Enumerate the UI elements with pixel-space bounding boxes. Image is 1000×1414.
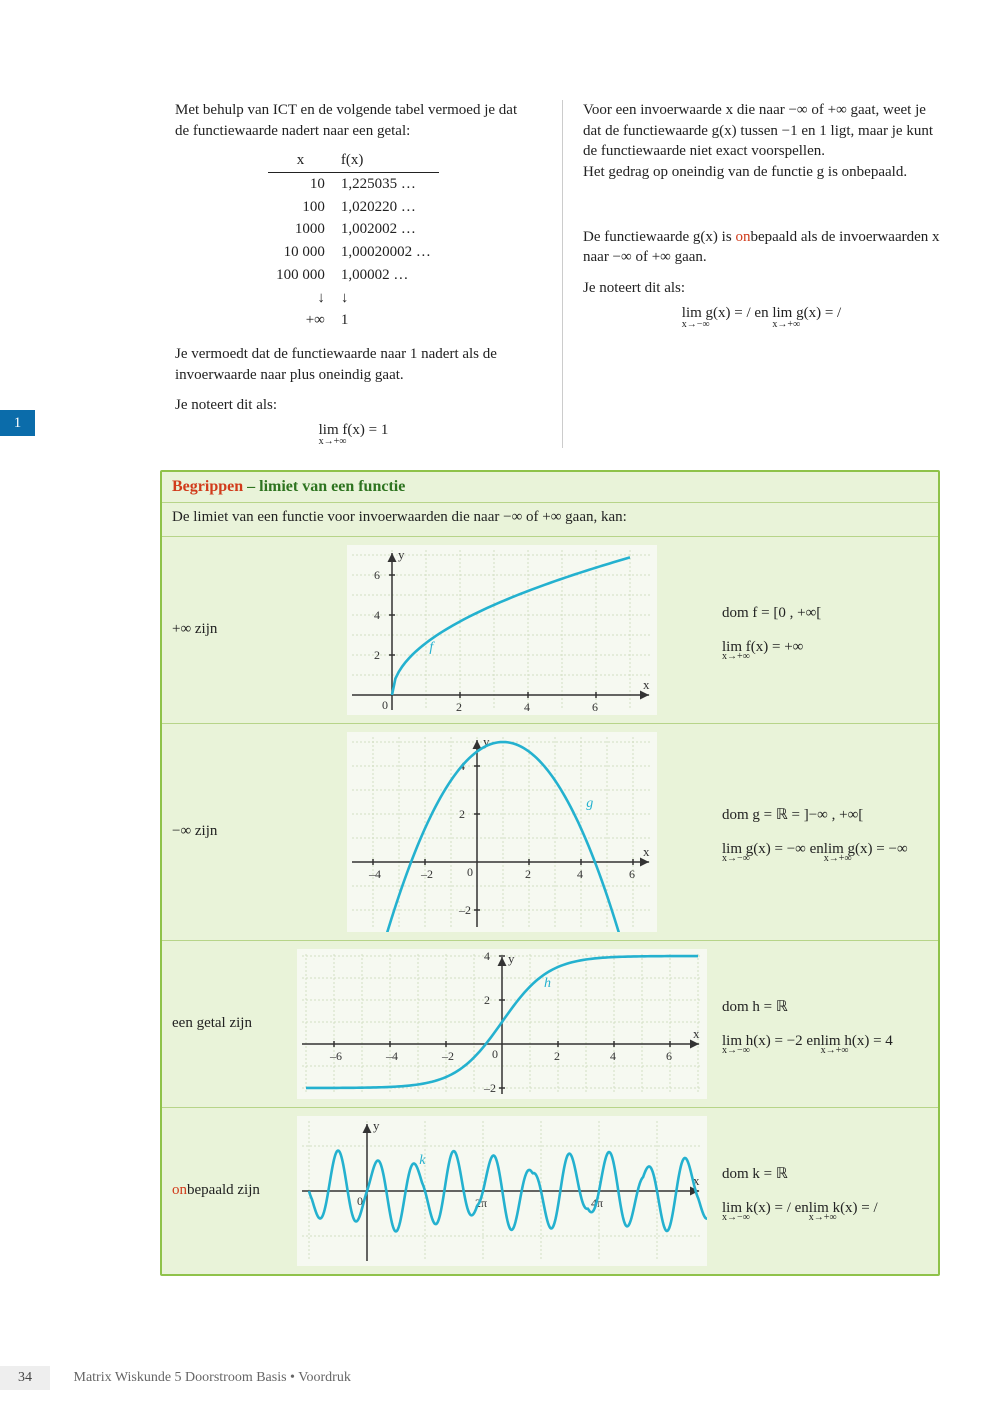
definition-box: Begrippen – limiet van een functie De li… (160, 470, 940, 1276)
svg-text:6: 6 (592, 700, 598, 714)
svg-text:x: x (643, 677, 650, 692)
svg-text:–2: –2 (483, 1081, 496, 1095)
table-row: ↓ (268, 287, 333, 310)
table-row: 1,020220 … (333, 196, 439, 219)
svg-text:–6: –6 (329, 1049, 342, 1063)
left-p1: Met behulp van ICT en de volgende tabel … (175, 100, 532, 141)
math-text: dom g = ℝ = ]−∞ , +∞[ (722, 798, 938, 832)
definition-sub: De limiet van een functie voor invoerwaa… (162, 503, 938, 537)
math-limit: limx→−∞ k(x) = / en limx→+∞ k(x) = / (722, 1191, 938, 1225)
left-p2: Je vermoedt dat de functiewaarde naar 1 … (175, 344, 532, 385)
svg-text:–2: –2 (420, 867, 433, 881)
page-number: 34 (0, 1366, 50, 1390)
svg-text:2: 2 (459, 807, 465, 821)
right-p2: Het gedrag op oneindig van de functie g … (583, 162, 940, 183)
right-formula: limx→−∞ g(x) = / en limx→+∞ g(x) = / (583, 303, 940, 331)
svg-text:–4: –4 (385, 1049, 398, 1063)
svg-text:6: 6 (374, 568, 380, 582)
svg-text:k: k (419, 1153, 426, 1168)
svg-text:–2: –2 (458, 903, 471, 917)
row-label: een getal zijn (162, 1015, 292, 1032)
svg-text:0: 0 (382, 698, 388, 712)
svg-text:h: h (544, 976, 551, 991)
svg-text:f: f (429, 640, 435, 655)
svg-text:4: 4 (577, 867, 583, 881)
table-row: 1,00002 … (333, 264, 439, 287)
definition-row: een getal zijn x y 0 –6 –4 –2 2 4 6 –2 2 4 h dom h =… (162, 941, 938, 1108)
svg-text:g: g (586, 796, 593, 811)
th-fx: f(x) (333, 149, 439, 172)
svg-text:0: 0 (492, 1047, 498, 1061)
math-limit: limx→−∞ h(x) = −2 en limx→+∞ h(x) = 4 (722, 1024, 938, 1058)
left-p3: Je noteert dit als: (175, 395, 532, 416)
top-columns: Met behulp van ICT en de volgende tabel … (60, 100, 940, 448)
row-label: −∞ zijn (162, 823, 292, 840)
row-label: +∞ zijn (162, 621, 292, 638)
right-p1: Voor een invoerwaarde x die naar −∞ of +… (583, 100, 940, 162)
definition-row: −∞ zijn xy0–4–2246–224g dom g = ℝ = ]−∞ … (162, 724, 938, 941)
mini-chart: xy02π4πk (297, 1116, 707, 1266)
svg-text:6: 6 (666, 1049, 672, 1063)
svg-text:4: 4 (610, 1049, 616, 1063)
mini-chart: xy0–4–2246–224g (347, 732, 657, 932)
page-footer: 34 Matrix Wiskunde 5 Doorstroom Basis • … (0, 1366, 1000, 1390)
right-p4: Je noteert dit als: (583, 278, 940, 299)
table-row: 1,002002 … (333, 218, 439, 241)
svg-text:4: 4 (374, 608, 380, 622)
svg-text:0: 0 (467, 865, 473, 879)
svg-text:–4: –4 (368, 867, 381, 881)
th-x: x (268, 149, 333, 172)
mini-chart: x y 0 –6 –4 –2 2 4 6 –2 2 4 h (297, 949, 707, 1099)
definition-row: +∞ zijn x y 0 2 4 6 2 4 6 f dom f = [0 , +∞[limx→… (162, 537, 938, 724)
chapter-tab: 1 (0, 410, 35, 436)
table-row: 1,225035 … (333, 173, 439, 196)
table-row: 1000 (268, 218, 333, 241)
value-table: x f(x) 101,225035 …1001,020220 …10001,00… (268, 149, 439, 332)
svg-text:6: 6 (629, 867, 635, 881)
table-row: ↓ (333, 287, 439, 310)
svg-text:2: 2 (484, 993, 490, 1007)
svg-text:y: y (373, 1118, 380, 1133)
right-p3: De functiewaarde g(x) is onbepaald als d… (583, 227, 940, 268)
table-row: +∞ (268, 309, 333, 332)
book-title: Matrix Wiskunde 5 Doorstroom Basis • Voo… (74, 1370, 351, 1385)
svg-text:y: y (508, 951, 515, 966)
math-text: dom h = ℝ (722, 990, 938, 1024)
svg-text:x: x (643, 844, 650, 859)
svg-text:4: 4 (484, 949, 490, 963)
math-limit: limx→+∞ f(x) = +∞ (722, 630, 938, 664)
left-formula: limx→+∞ f(x) = 1 (175, 420, 532, 448)
right-column: Voor een invoerwaarde x die naar −∞ of +… (562, 100, 940, 448)
table-row: 10 000 (268, 241, 333, 264)
svg-text:y: y (398, 547, 405, 562)
svg-text:2: 2 (554, 1049, 560, 1063)
svg-text:x: x (693, 1026, 700, 1041)
math-limit: limx→−∞ g(x) = −∞ en limx→+∞ g(x) = −∞ (722, 832, 938, 866)
table-row: 10 (268, 173, 333, 196)
table-row: 1,00020002 … (333, 241, 439, 264)
math-text: dom k = ℝ (722, 1157, 938, 1191)
definition-header: Begrippen – limiet van een functie (162, 472, 938, 503)
math-text: dom f = [0 , +∞[ (722, 596, 938, 630)
mini-chart: x y 0 2 4 6 2 4 6 f (347, 545, 657, 715)
svg-text:2: 2 (525, 867, 531, 881)
left-column: Met behulp van ICT en de volgende tabel … (175, 100, 532, 448)
table-row: 1 (333, 309, 439, 332)
table-row: 100 000 (268, 264, 333, 287)
svg-text:4: 4 (524, 700, 530, 714)
svg-text:2: 2 (456, 700, 462, 714)
table-row: 100 (268, 196, 333, 219)
definition-row: onbepaald zijn xy02π4πk dom k = ℝlimx→−∞… (162, 1108, 938, 1274)
svg-text:–2: –2 (441, 1049, 454, 1063)
row-label: onbepaald zijn (162, 1182, 292, 1199)
svg-text:2: 2 (374, 648, 380, 662)
